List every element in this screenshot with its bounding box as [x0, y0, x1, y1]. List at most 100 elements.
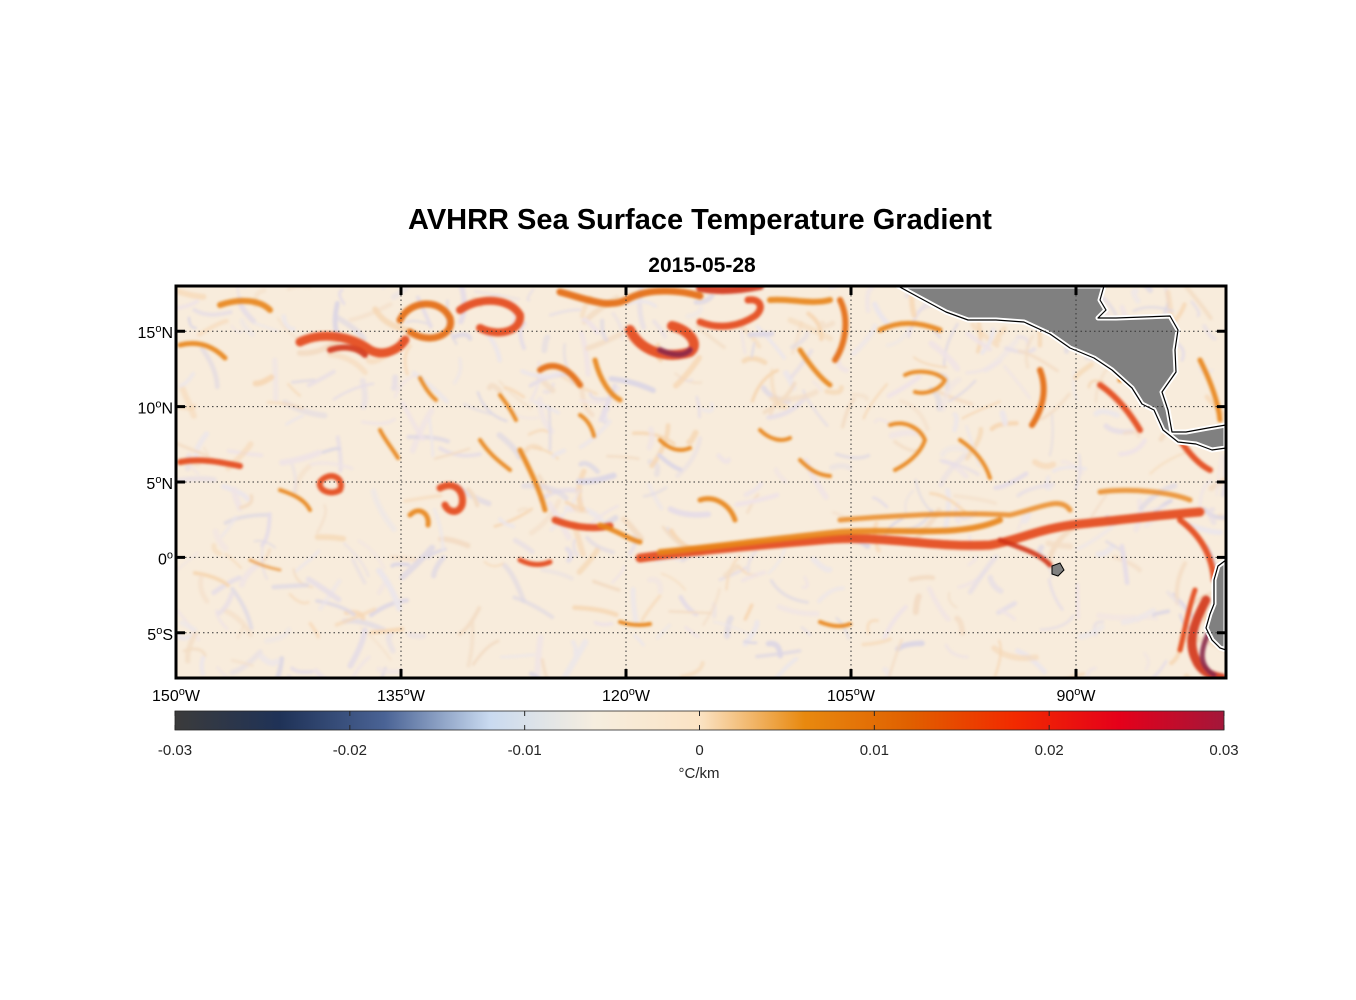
- texture-stroke: [177, 632, 195, 641]
- front-stroke: [316, 473, 344, 496]
- texture-stroke: [850, 392, 869, 401]
- texture-stroke: [588, 392, 609, 401]
- texture-stroke: [1072, 370, 1079, 401]
- texture-stroke: [572, 538, 579, 557]
- texture-stroke: [518, 321, 527, 350]
- texture-stroke: [428, 417, 434, 458]
- front-stroke: [1029, 367, 1047, 428]
- texture-stroke: [547, 405, 552, 452]
- texture-stroke: [611, 312, 624, 341]
- texture-stroke: [965, 359, 1003, 375]
- texture-stroke: [943, 322, 959, 368]
- texture-stroke: [309, 461, 354, 471]
- front-stroke: [837, 501, 1073, 523]
- texture-stroke: [1202, 324, 1217, 341]
- texture-stroke: [987, 574, 1004, 594]
- texture-stroke: [315, 599, 356, 617]
- gradient-texture: [176, 286, 1226, 678]
- texture-stroke: [529, 671, 542, 678]
- texture-stroke: [523, 444, 543, 454]
- texture-stroke: [810, 556, 833, 573]
- chart-subtitle: 2015-05-28: [648, 254, 756, 277]
- texture-stroke: [885, 326, 911, 348]
- texture-stroke: [1039, 392, 1071, 421]
- texture-stroke: [179, 620, 198, 633]
- texture-stroke: [743, 603, 754, 621]
- texture-stroke: [585, 331, 623, 351]
- texture-stroke: [965, 331, 992, 352]
- texture-stroke: [434, 447, 471, 460]
- texture-stroke: [338, 288, 346, 305]
- texture-stroke: [755, 649, 802, 659]
- colorbar-tick-label: 0.02: [1035, 742, 1064, 759]
- texture-stroke: [801, 575, 809, 589]
- texture-stroke: [944, 643, 969, 659]
- front-stroke: [1097, 487, 1193, 503]
- texture-stroke: [579, 399, 605, 405]
- texture-stroke: [578, 330, 591, 377]
- gradient-fronts: [177, 286, 1226, 678]
- texture-stroke: [952, 412, 959, 433]
- texture-stroke: [399, 544, 436, 581]
- texture-stroke: [912, 593, 922, 615]
- texture-stroke: [335, 435, 343, 473]
- texture-stroke: [472, 639, 500, 666]
- texture-stroke: [529, 498, 562, 536]
- texture-stroke: [581, 317, 600, 335]
- texture-stroke: [939, 445, 970, 458]
- texture-stroke: [824, 385, 844, 395]
- chart-title: AVHRR Sea Surface Temperature Gradient: [408, 204, 992, 236]
- texture-stroke: [1024, 334, 1035, 369]
- texture-stroke: [287, 674, 292, 678]
- front-stroke: [517, 447, 548, 513]
- texture-stroke: [913, 356, 948, 369]
- texture-stroke: [1198, 479, 1212, 513]
- colorbar-tick-label: 0: [695, 742, 703, 759]
- texture-stroke: [887, 638, 903, 678]
- texture-stroke: [496, 432, 523, 460]
- texture-stroke: [646, 426, 655, 451]
- texture-stroke: [1032, 459, 1057, 470]
- lat-tick-label: 5oN: [146, 474, 173, 493]
- texture-stroke: [625, 299, 658, 308]
- texture-stroke: [940, 377, 962, 412]
- texture-stroke: [652, 319, 667, 339]
- front-stroke: [758, 428, 792, 442]
- texture-stroke: [415, 295, 433, 329]
- texture-stroke: [376, 666, 404, 675]
- texture-stroke: [766, 395, 807, 420]
- texture-stroke: [747, 331, 775, 338]
- land-galapagos: [1051, 562, 1065, 577]
- texture-stroke: [593, 620, 614, 627]
- lon-tick-label: 120oW: [602, 686, 651, 705]
- front-stroke: [407, 508, 431, 528]
- texture-stroke: [872, 301, 892, 328]
- texture-stroke: [578, 460, 600, 474]
- texture-stroke: [275, 656, 285, 678]
- texture-stroke: [994, 326, 1007, 343]
- front-stroke: [798, 458, 832, 478]
- front-stroke: [1177, 587, 1198, 653]
- texture-stroke: [220, 515, 237, 538]
- front-stroke: [767, 296, 833, 305]
- texture-stroke: [1077, 623, 1105, 640]
- front-stroke: [537, 363, 583, 388]
- texture-stroke: [332, 382, 375, 401]
- colorbar-unit: °C/km: [679, 765, 720, 782]
- lon-tick-label: 150oW: [152, 686, 201, 705]
- texture-stroke: [499, 653, 536, 659]
- texture-stroke: [239, 493, 254, 510]
- texture-stroke: [271, 582, 310, 590]
- texture-stroke: [953, 494, 997, 506]
- texture-stroke: [570, 639, 578, 656]
- front-stroke: [498, 393, 518, 422]
- front-stroke: [327, 344, 368, 358]
- front-stroke: [578, 413, 596, 438]
- texture-stroke: [1151, 609, 1171, 617]
- texture-stroke: [376, 567, 403, 612]
- texture-stroke: [592, 579, 621, 592]
- texture-stroke: [224, 553, 243, 569]
- texture-stroke: [1047, 578, 1064, 611]
- texture-stroke: [239, 317, 256, 337]
- front-stroke: [657, 347, 693, 358]
